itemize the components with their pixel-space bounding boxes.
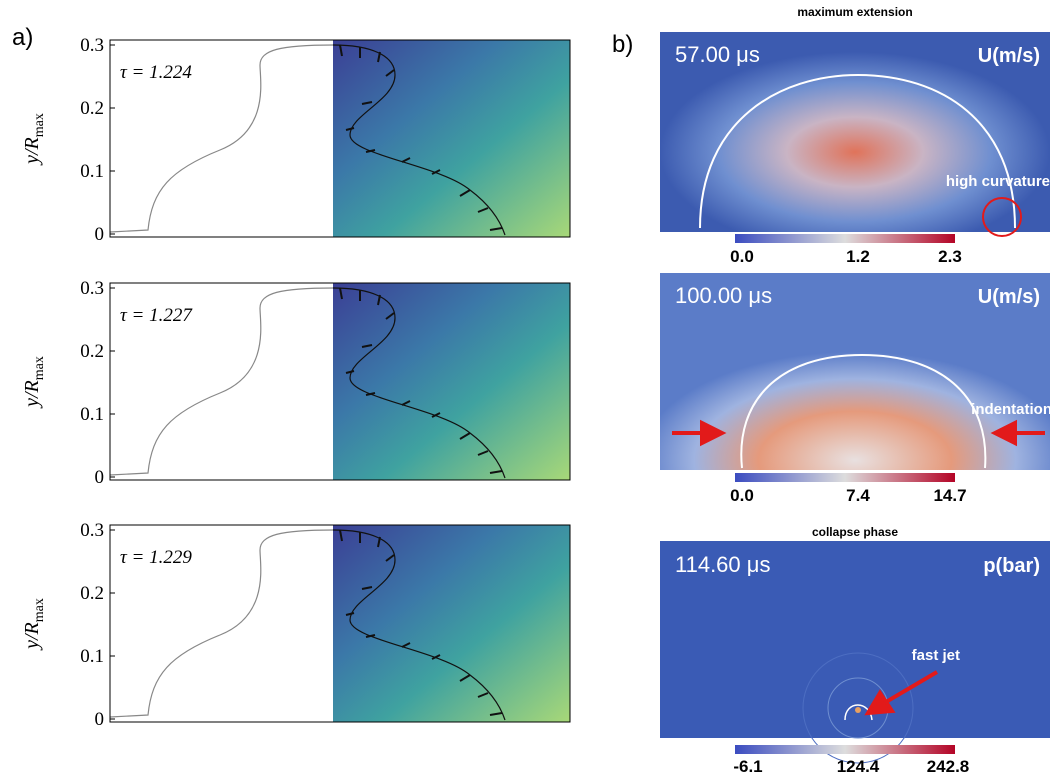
colorbar-label: 1.2 bbox=[846, 247, 870, 266]
y-tick-label: 0.3 bbox=[80, 278, 104, 299]
y-axis-label: y/Rmax bbox=[21, 113, 47, 166]
annotation: high curvature bbox=[946, 173, 1050, 190]
field-label: U(m/s) bbox=[978, 286, 1040, 308]
y-axis-label-main: y/R bbox=[21, 380, 43, 409]
field-label: p(bar) bbox=[983, 555, 1040, 577]
y-tick-label: 0 bbox=[95, 709, 105, 730]
colorbar-label: 2.3 bbox=[938, 247, 962, 266]
colorbar-label: 0.0 bbox=[730, 486, 754, 505]
y-tick-label: 0.2 bbox=[80, 583, 104, 604]
field-label: U(m/s) bbox=[978, 45, 1040, 67]
y-tick-label: 0 bbox=[95, 467, 105, 488]
y-tick-label: 0.2 bbox=[80, 341, 104, 362]
colorbar-label: 242.8 bbox=[927, 757, 970, 776]
panel-label: b) bbox=[612, 31, 633, 58]
figure: a) b) 00.10.20.3τ = 1.224y/Rmax00.10.20.… bbox=[0, 0, 1055, 780]
time-label: 100.00 μs bbox=[675, 283, 772, 308]
colorbar-label: -6.1 bbox=[733, 757, 762, 776]
y-tick-label: 0.2 bbox=[80, 98, 104, 119]
y-axis-label: y/Rmax bbox=[21, 356, 47, 409]
y-axis-label-sub: max bbox=[32, 113, 47, 137]
y-axis-label-sub: max bbox=[32, 356, 47, 380]
y-tick-label: 0 bbox=[95, 224, 105, 245]
y-axis-label: y/Rmax bbox=[21, 598, 47, 651]
panel-label: a) bbox=[12, 24, 33, 51]
tau-label: τ = 1.227 bbox=[120, 305, 193, 326]
y-tick-label: 0.1 bbox=[80, 404, 104, 425]
y-tick-label: 0.1 bbox=[80, 161, 104, 182]
time-label: 114.60 μs bbox=[675, 552, 770, 577]
y-axis-label-main: y/R bbox=[21, 622, 43, 651]
tau-label: τ = 1.229 bbox=[120, 547, 192, 568]
image-title: collapse phase bbox=[812, 525, 898, 539]
time-label: 57.00 μs bbox=[675, 42, 760, 67]
y-tick-label: 0.3 bbox=[80, 35, 104, 56]
colorbar-label: 124.4 bbox=[837, 757, 880, 776]
y-axis-label-main: y/R bbox=[21, 137, 43, 166]
tau-label: τ = 1.224 bbox=[120, 62, 192, 83]
y-axis-label-sub: max bbox=[32, 598, 47, 622]
colorbar-label: 0.0 bbox=[730, 247, 754, 266]
colorbar-label: 7.4 bbox=[846, 486, 870, 505]
annotation: indentation bbox=[971, 401, 1052, 418]
annotation: fast jet bbox=[912, 647, 960, 664]
y-tick-label: 0.1 bbox=[80, 646, 104, 667]
image-title: maximum extension bbox=[797, 5, 912, 19]
y-tick-label: 0.3 bbox=[80, 520, 104, 541]
colorbar-label: 14.7 bbox=[933, 486, 966, 505]
